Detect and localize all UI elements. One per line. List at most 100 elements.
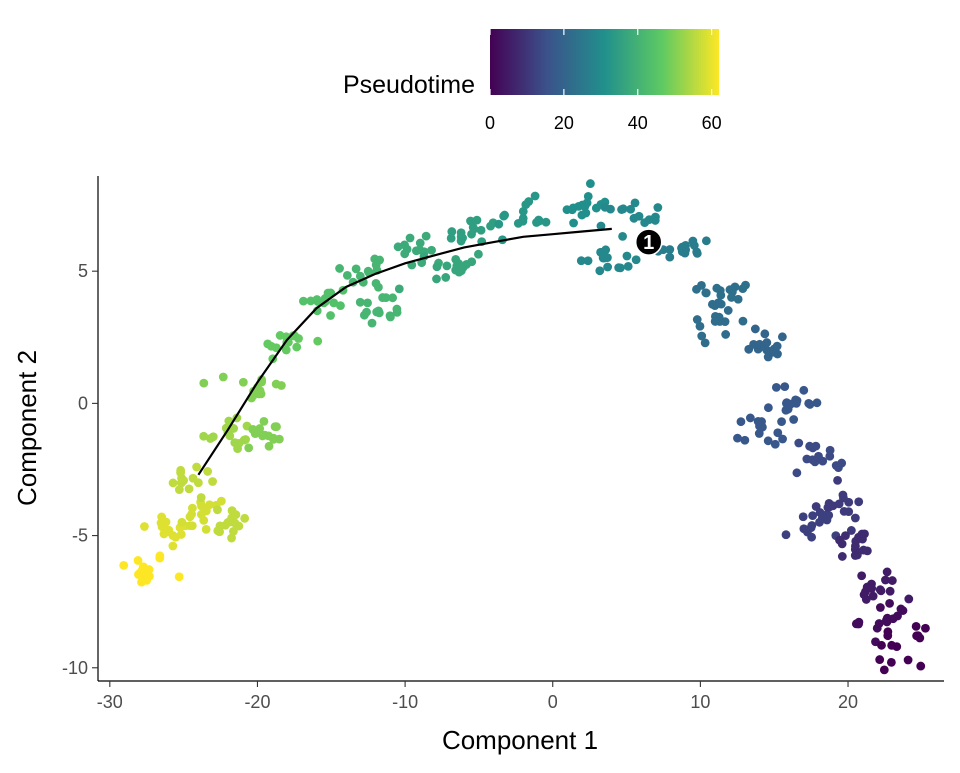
cell-point-jitter (799, 385, 809, 395)
colorbar-tick-label: 60 (702, 113, 722, 133)
cell-point-jitter (837, 539, 847, 549)
cell-point-jitter (187, 503, 197, 513)
cell-point-jitter (201, 524, 211, 534)
cell-point-jitter (532, 218, 541, 227)
cell-point-jitter (392, 304, 402, 314)
cell-point-jitter (811, 502, 821, 511)
cell-point-jitter (415, 238, 425, 248)
trajectory-curve (197, 227, 612, 476)
cell-point-jitter (185, 512, 195, 522)
cell-point-jitter (665, 245, 675, 254)
cell-point-jitter (213, 526, 223, 536)
cell-point-jitter (168, 541, 178, 551)
cell-point-jitter (792, 468, 802, 478)
cell-point-jitter (794, 438, 804, 448)
cell-point-jitter (177, 517, 187, 527)
cell-point-jitter (157, 512, 167, 522)
cell-point-jitter (763, 436, 773, 446)
cell-point-jitter (808, 511, 818, 521)
cell-point-jitter (367, 318, 377, 328)
cell-point-jitter (329, 298, 339, 308)
cell-point-jitter (921, 623, 930, 633)
cell-point-jitter (276, 381, 286, 390)
cell-point-jitter (432, 262, 442, 272)
cell-point (629, 213, 639, 223)
cell-point (363, 266, 373, 276)
cell-point-jitter (400, 240, 409, 250)
cell-point-jitter (427, 245, 436, 255)
cell-point-jitter (240, 513, 250, 523)
cell-point-jitter (883, 627, 893, 637)
cell-point-jitter (799, 524, 809, 534)
cell-point-jitter (714, 298, 723, 308)
cell-point-jitter (441, 273, 451, 282)
cell-point-jitter (789, 415, 799, 424)
cell-point-jitter (859, 545, 868, 555)
cell-point-jitter (665, 252, 675, 262)
cell-point-jitter (823, 503, 833, 512)
y-tick-label: -10 (62, 658, 88, 678)
cell-point-jitter (326, 311, 335, 320)
cell-point-jitter (362, 307, 371, 317)
cell-point-jitter (780, 382, 790, 392)
cell-point-jitter (733, 433, 742, 443)
cell-point-jitter (446, 233, 456, 243)
cell-point-jitter (119, 560, 129, 570)
x-tick-label: -10 (392, 692, 418, 712)
cell-point (791, 398, 801, 408)
colorbar-ticks: 0 20 40 60 (485, 29, 722, 133)
cell-point (137, 565, 147, 575)
cell-point-jitter (617, 205, 626, 214)
cell-point-jitter (371, 260, 381, 270)
cell-point-jitter (858, 534, 867, 544)
cell-point-jitter (137, 577, 146, 587)
colorbar-tick-label: 0 (485, 113, 495, 133)
cell-point-jitter (630, 198, 640, 208)
cell-point (223, 517, 233, 527)
cell-point (452, 261, 462, 271)
cell-point (806, 523, 816, 533)
cell-point (681, 245, 691, 255)
cell-point-jitter (239, 435, 249, 445)
cell-point-jitter (749, 340, 758, 349)
cell-point-jitter (447, 227, 457, 236)
cell-point-jitter (351, 264, 361, 274)
cell-point-jitter (727, 293, 736, 302)
cell-point-jitter (631, 255, 641, 265)
cell-point-jitter (313, 336, 323, 346)
cell-point-jitter (831, 461, 841, 470)
cell-point-jitter (371, 279, 381, 288)
cell-point-jitter (876, 586, 886, 596)
cell-point-jitter (541, 217, 551, 227)
cell-point-jitter (140, 522, 149, 531)
cell-point-jitter (199, 378, 209, 388)
cell-point-jitter (736, 417, 746, 427)
branch-point-label: 1 (643, 232, 654, 254)
cell-point-jitter (723, 306, 733, 315)
cell-point-jitter (812, 398, 822, 408)
cell-point-jitter (868, 591, 878, 601)
cell-point-jitter (213, 505, 222, 515)
cell-point-jitter (312, 295, 322, 304)
cell-point-jitter (468, 222, 478, 232)
cell-point-jitter (336, 301, 345, 311)
cell-point (196, 510, 206, 519)
cell-point-jitter (596, 221, 606, 231)
cell-point-jitter (363, 298, 372, 308)
cell-point-jitter (583, 191, 593, 201)
cell-point-jitter (623, 261, 633, 271)
cell-point-jitter (259, 416, 269, 426)
cell-point-jitter (238, 377, 248, 387)
cell-point-jitter (770, 439, 780, 449)
cell-point-jitter (692, 247, 702, 257)
cell-point (193, 478, 203, 488)
cell-point-jitter (281, 345, 291, 355)
cell-point-jitter (567, 205, 577, 215)
cell-point-jitter (530, 191, 540, 201)
cell-point-jitter (263, 339, 273, 349)
cell-point-jitter (208, 432, 218, 442)
cell-point-jitter (174, 572, 184, 582)
cell-point-jitter (640, 218, 650, 227)
cell-point-jitter (342, 270, 352, 280)
